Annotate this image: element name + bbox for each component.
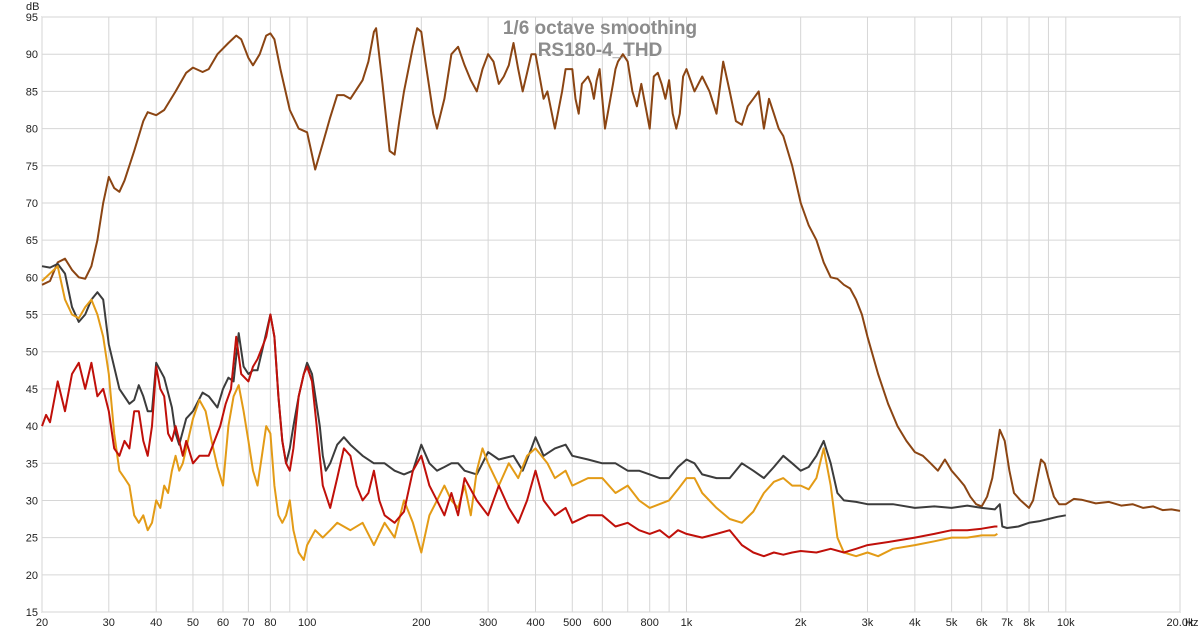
y-tick-label: 90 <box>26 49 38 61</box>
series-line-1 <box>41 27 1181 512</box>
y-tick-label: 65 <box>26 235 38 247</box>
x-tick-label: 80 <box>264 617 276 629</box>
x-tick-label: 5k <box>946 617 958 629</box>
x-tick-label: 8k <box>1023 617 1035 629</box>
x-tick-label: 4k <box>909 617 921 629</box>
y-tick-label: 20 <box>26 570 38 582</box>
y-tick-label: 75 <box>26 161 38 173</box>
y-tick-label: 50 <box>26 347 38 359</box>
y-tick-label: 30 <box>26 495 38 507</box>
series-line-3 <box>41 265 998 561</box>
x-tick-label: 50 <box>187 617 199 629</box>
series-line-4 <box>41 313 998 558</box>
x-tick-label: 400 <box>526 617 544 629</box>
y-tick-labels: 15 20 25 30 35 40 45 50 55 60 65 70 75 80 85 90 95 <box>26 12 38 619</box>
x-tick-labels: 20 30 40 50 60 70 80 100 200 300 400 500 600 800 1k 2k 3… <box>36 617 1199 629</box>
y-tick-label: 80 <box>26 124 38 136</box>
x-tick-label: 70 <box>242 617 254 629</box>
series-lines <box>41 27 1181 561</box>
y-tick-label: 35 <box>26 458 38 470</box>
y-tick-label: 70 <box>26 198 38 210</box>
x-tick-label: 2k <box>795 617 807 629</box>
x-tick-label: 60 <box>217 617 229 629</box>
y-tick-label: 15 <box>26 607 38 619</box>
x-tick-label: 20 <box>36 617 48 629</box>
y-tick-label: 25 <box>26 533 38 545</box>
x-tick-label: 300 <box>479 617 497 629</box>
y-tick-label: 85 <box>26 86 38 98</box>
x-tick-label: 10k <box>1057 617 1075 629</box>
y-tick-label: 60 <box>26 272 38 284</box>
x-tick-label: 500 <box>563 617 581 629</box>
y-tick-label: 95 <box>26 12 38 24</box>
y-tick-label: 55 <box>26 310 38 322</box>
x-tick-label: 100 <box>298 617 316 629</box>
chart-title: 1/6 octave smoothing <box>503 18 697 39</box>
y-tick-label: 45 <box>26 384 38 396</box>
chart-subtitle: RS180-4_THD <box>538 40 663 61</box>
x-axis-unit-label: Hz <box>1185 617 1198 629</box>
x-tick-label: 200 <box>412 617 430 629</box>
x-tick-label: 40 <box>150 617 162 629</box>
series-line-2 <box>41 262 1066 529</box>
x-tick-label: 30 <box>103 617 115 629</box>
y-tick-label: 40 <box>26 421 38 433</box>
x-tick-label: 7k <box>1001 617 1013 629</box>
x-tick-label: 600 <box>593 617 611 629</box>
y-axis-unit-label: dB <box>26 1 39 13</box>
x-tick-label: 6k <box>976 617 988 629</box>
x-tick-label: 20.0k <box>1167 617 1194 629</box>
x-tick-label: 3k <box>862 617 874 629</box>
x-tick-label: 1k <box>681 617 693 629</box>
x-tick-label: 800 <box>641 617 659 629</box>
